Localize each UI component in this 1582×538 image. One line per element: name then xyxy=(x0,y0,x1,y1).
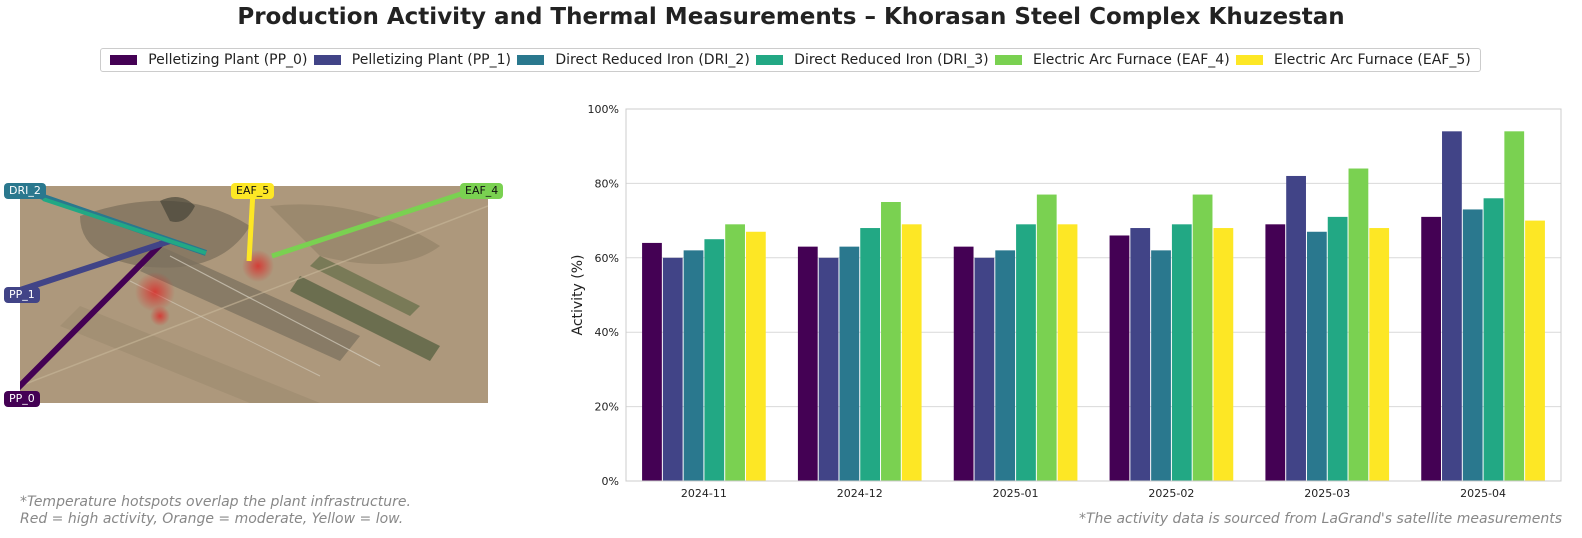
bar xyxy=(1265,224,1286,481)
bar xyxy=(995,250,1016,481)
bar xyxy=(1286,175,1306,481)
pp1-pointer xyxy=(20,238,171,294)
legend-label: Pelletizing Plant (PP_0) xyxy=(148,52,308,68)
bar xyxy=(725,224,745,481)
map-label-eaf5: EAF_5 xyxy=(231,183,275,199)
legend-swatch xyxy=(756,55,784,65)
map-note-line2: Red = high activity, Orange = moderate, … xyxy=(20,511,404,527)
bar xyxy=(1504,131,1525,481)
map-label-pp1: PP_1 xyxy=(4,287,40,303)
y-tick-label: 60% xyxy=(595,252,619,265)
bar xyxy=(704,239,725,481)
bar xyxy=(1016,224,1036,481)
source-note: *The activity data is sourced from LaGra… xyxy=(1078,511,1562,527)
bar xyxy=(1036,194,1057,481)
bar xyxy=(797,246,818,481)
map-label-dri2: DRI_2 xyxy=(4,183,46,199)
bar xyxy=(1462,209,1483,481)
x-tick-label: 2025-01 xyxy=(993,487,1039,500)
legend-swatch xyxy=(110,55,138,65)
legend-swatch xyxy=(313,55,341,65)
bar xyxy=(818,257,839,481)
legend: Pelletizing Plant (PP_0) Pelletizing Pla… xyxy=(100,48,1481,72)
y-tick-label: 20% xyxy=(595,401,619,414)
y-tick-label: 40% xyxy=(595,326,619,339)
bar xyxy=(1109,235,1130,481)
bar xyxy=(1483,198,1504,481)
y-tick-label: 80% xyxy=(595,177,619,190)
x-tick-label: 2025-02 xyxy=(1148,487,1194,500)
bar xyxy=(1192,194,1213,481)
bar xyxy=(642,242,662,481)
grid xyxy=(626,108,1561,482)
plot-frame xyxy=(625,108,1562,482)
map-note: *Temperature hotspots overlap the plant … xyxy=(20,494,411,528)
y-tick-label: 0% xyxy=(602,475,619,488)
y-tick-label: 100% xyxy=(588,103,619,116)
bar xyxy=(901,224,922,481)
eaf4-pointer xyxy=(271,188,471,259)
legend-item-dri3: Direct Reduced Iron (DRI_3) xyxy=(756,52,989,68)
y-axis-label: Activity (%) xyxy=(570,254,586,335)
x-tick-label: 2025-03 xyxy=(1304,487,1350,500)
legend-item-eaf5: Electric Arc Furnace (EAF_5) xyxy=(1236,52,1471,68)
satellite-map xyxy=(20,186,488,403)
bar xyxy=(839,246,860,481)
bar xyxy=(683,250,704,481)
x-tick-label: 2024-11 xyxy=(681,487,727,500)
legend-swatch xyxy=(1236,55,1264,65)
bar xyxy=(1057,224,1078,481)
bar xyxy=(1151,250,1171,481)
bar-chart: 0% 20% 40% 60% 80% 100% 2024-11 2024-12 2025-01 2… xyxy=(570,103,1562,500)
bar xyxy=(1421,216,1442,481)
bar xyxy=(860,228,881,481)
legend-label: Electric Arc Furnace (EAF_5) xyxy=(1274,52,1471,68)
bars xyxy=(642,131,1545,481)
legend-item-pp0: Pelletizing Plant (PP_0) xyxy=(110,52,307,68)
map-note-line1: *Temperature hotspots overlap the plant … xyxy=(20,494,411,510)
bar xyxy=(881,202,901,481)
map-label-pp0: PP_0 xyxy=(4,391,40,407)
chart-title: Production Activity and Thermal Measurem… xyxy=(237,4,1345,30)
legend-swatch xyxy=(994,55,1022,65)
bar xyxy=(953,246,974,481)
bar xyxy=(1130,228,1151,481)
pp0-pointer xyxy=(20,240,165,391)
bar xyxy=(662,257,683,481)
dri3-pointer xyxy=(42,197,207,255)
bar xyxy=(1369,228,1390,481)
legend-item-eaf4: Electric Arc Furnace (EAF_4) xyxy=(994,52,1230,68)
bar xyxy=(974,257,995,481)
legend-item-dri2: Direct Reduced Iron (DRI_2) xyxy=(517,52,750,68)
x-tick-label: 2024-12 xyxy=(837,487,883,500)
axis-labels: 0% 20% 40% 60% 80% 100% 2024-11 2024-12 2025-01 2… xyxy=(588,103,1507,500)
legend-label: Direct Reduced Iron (DRI_2) xyxy=(555,52,750,68)
legend-swatch xyxy=(517,55,545,65)
bar xyxy=(745,231,766,481)
legend-item-pp1: Pelletizing Plant (PP_1) xyxy=(313,52,511,68)
legend-label: Direct Reduced Iron (DRI_3) xyxy=(794,52,989,68)
bar xyxy=(1213,228,1234,481)
satellite-image xyxy=(20,186,488,403)
bar xyxy=(1327,216,1348,481)
map-label-eaf4: EAF_4 xyxy=(460,183,504,199)
bar xyxy=(1171,224,1192,481)
bar xyxy=(1306,231,1327,481)
bar xyxy=(1525,220,1545,481)
bar xyxy=(1442,131,1462,481)
legend-label: Electric Arc Furnace (EAF_4) xyxy=(1032,52,1230,68)
eaf5-pointer xyxy=(246,190,256,262)
bar xyxy=(1348,168,1369,481)
x-tick-label: 2025-04 xyxy=(1460,487,1506,500)
legend-label: Pelletizing Plant (PP_1) xyxy=(351,52,511,68)
